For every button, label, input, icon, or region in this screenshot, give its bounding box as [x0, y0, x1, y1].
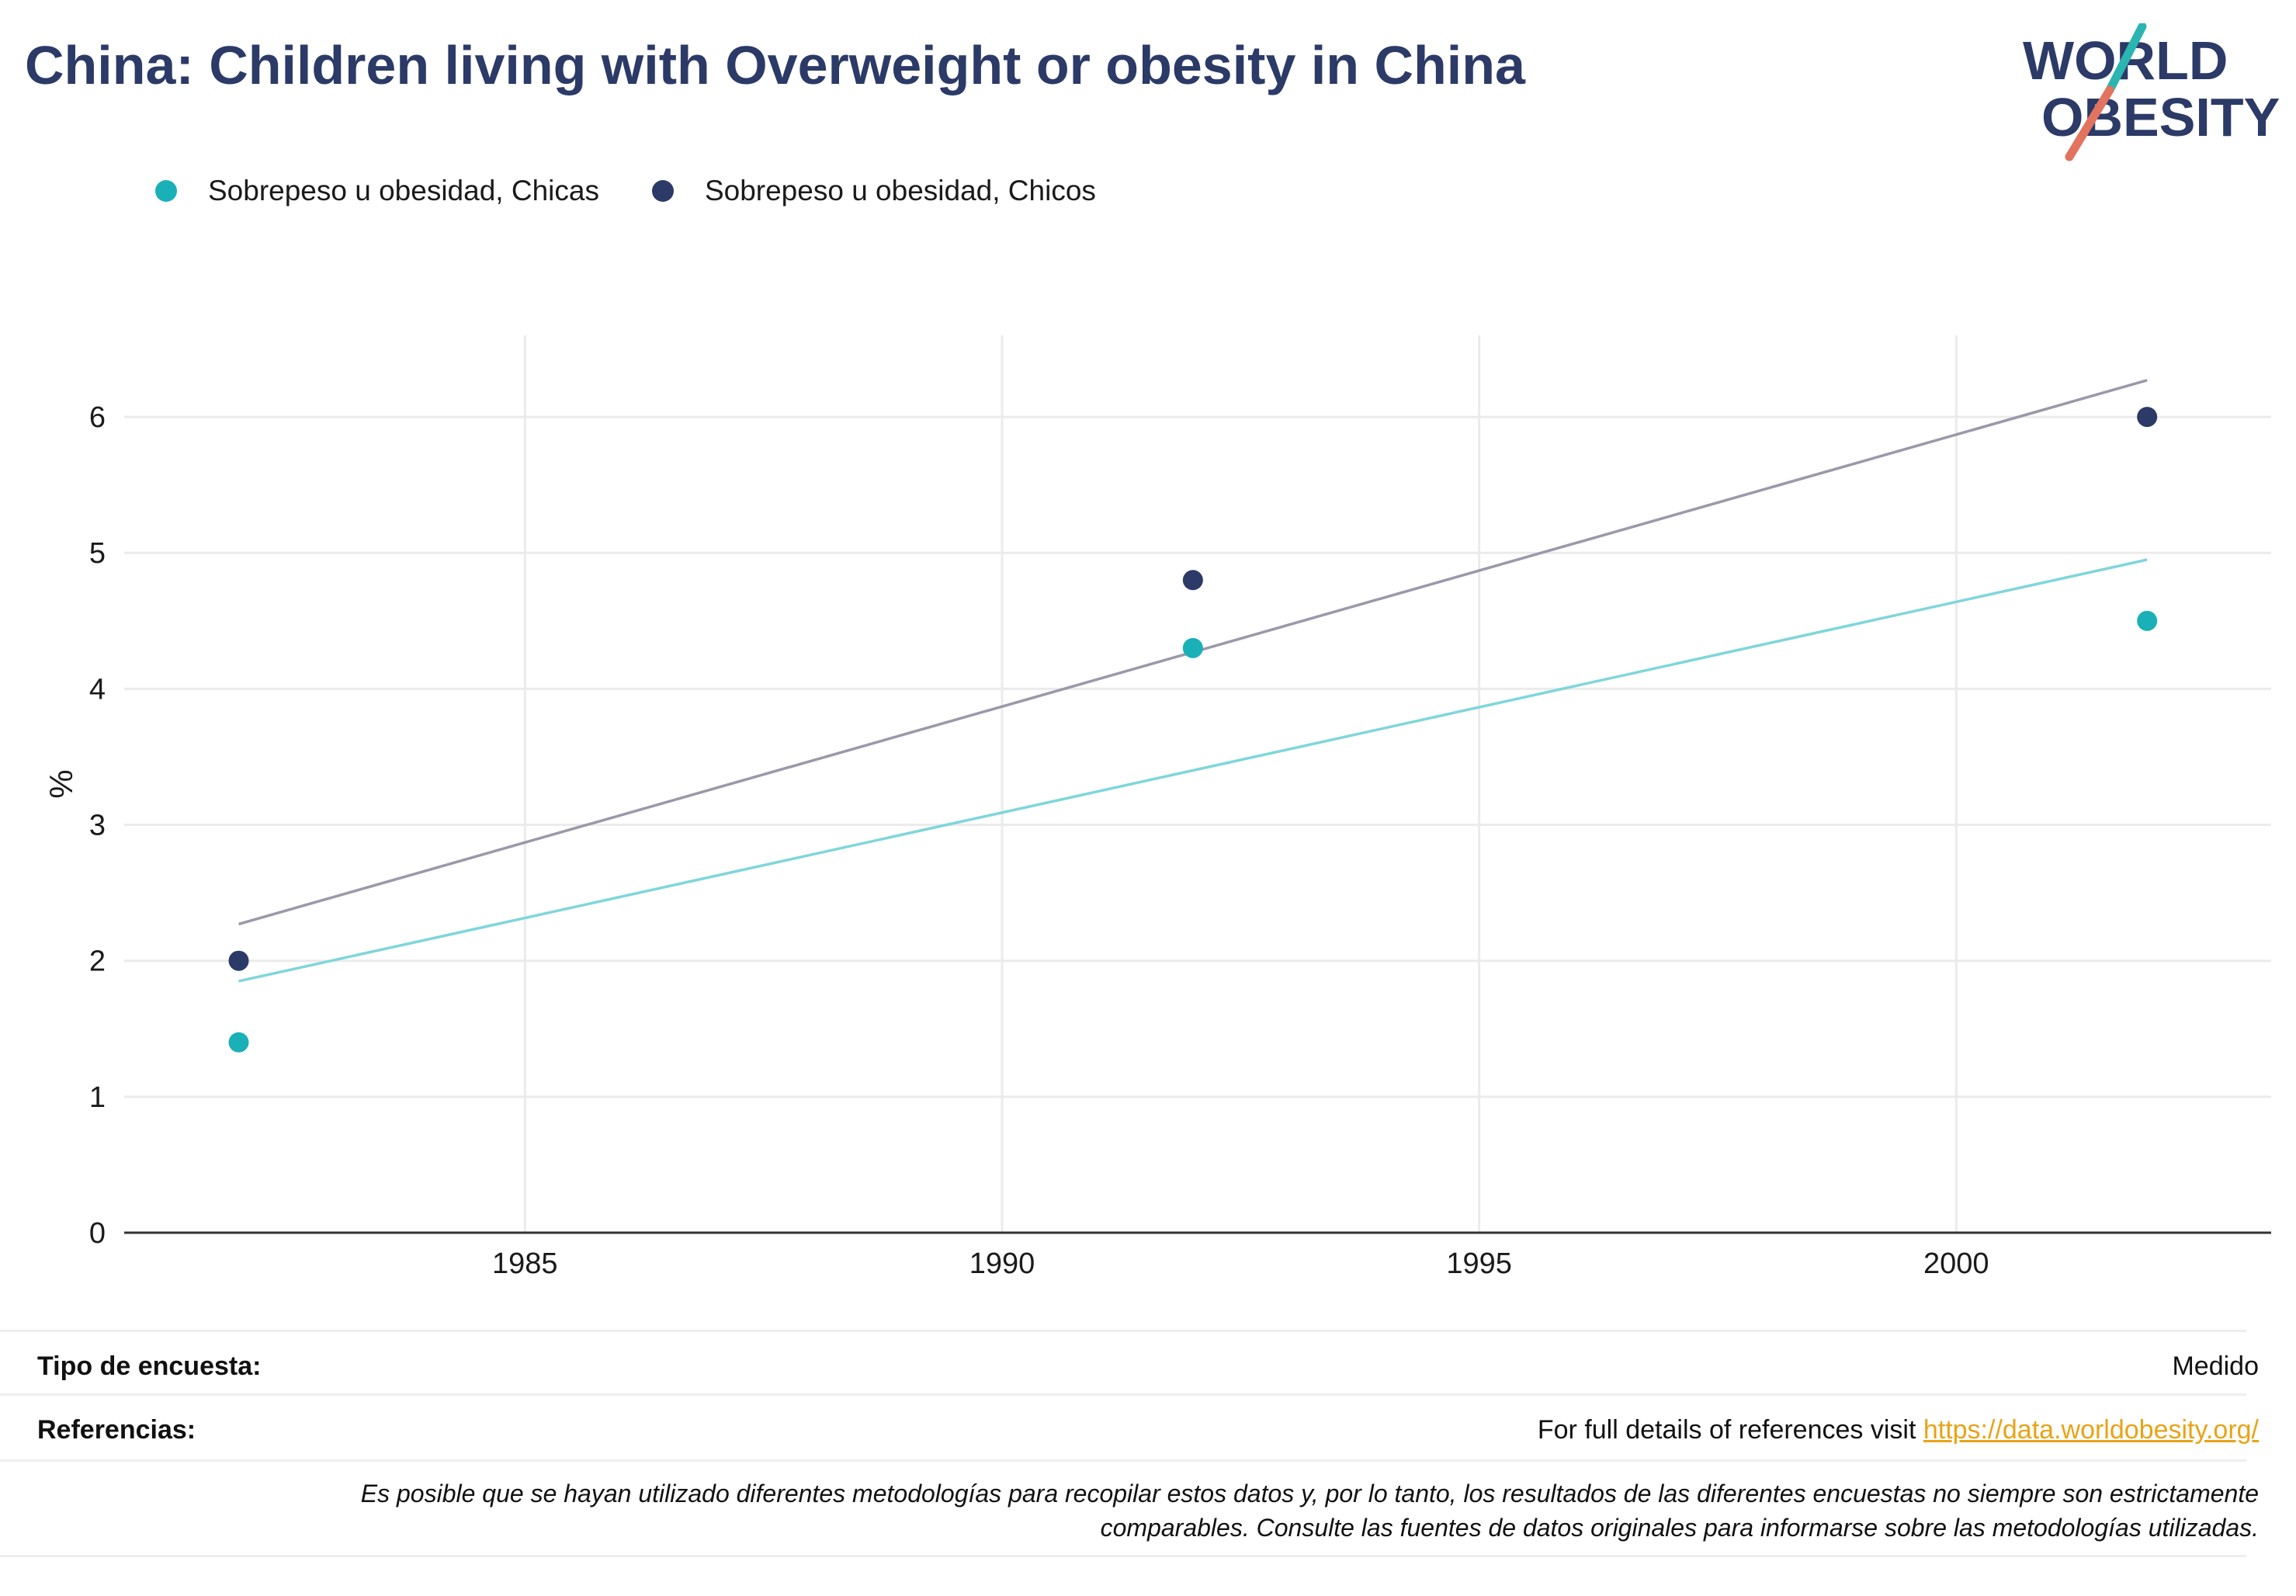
data-point-boys-1982 — [228, 950, 249, 971]
x-tick-label-1985: 1985 — [492, 1247, 558, 1280]
legend-item-boys[interactable]: Sobrepeso u obesidad, Chicos — [651, 175, 1096, 207]
legend-marker-boys — [651, 180, 674, 202]
methodology-note-line2: comparables. Consulte las fuentes de dat… — [1100, 1514, 2259, 1542]
data-point-girls-1992 — [1182, 637, 1203, 658]
y-tick-label-2: 2 — [89, 945, 106, 978]
legend-item-girls[interactable]: Sobrepeso u obesidad, Chicas — [155, 175, 599, 207]
references-value: For full details of references visit htt… — [1538, 1415, 2259, 1445]
footer-divider-top — [0, 1330, 2246, 1332]
x-tick-label-1995: 1995 — [1446, 1247, 1512, 1280]
references-row: Referencias: For full details of referen… — [25, 1393, 2271, 1445]
y-tick-label-5: 5 — [89, 537, 106, 570]
data-point-boys-1992 — [1182, 570, 1203, 591]
references-label: Referencias: — [37, 1415, 196, 1445]
trend-line-girls — [238, 558, 2148, 983]
y-tick-label-6: 6 — [89, 401, 106, 434]
data-point-boys-2002 — [2137, 407, 2158, 428]
footer: Tipo de encuesta: Medido — [25, 1330, 2271, 1381]
logo-slash-coral — [2065, 85, 2114, 161]
survey-type-label: Tipo de encuesta: — [37, 1351, 262, 1381]
footer-divider-2 — [0, 1393, 2246, 1396]
x-tick-label-2000: 2000 — [1923, 1247, 1989, 1280]
chart-legend: Sobrepeso u obesidad, Chicas Sobrepeso u… — [155, 175, 1149, 207]
y-axis-label: % — [43, 769, 79, 798]
legend-label-girls: Sobrepeso u obesidad, Chicas — [208, 175, 599, 206]
references-text: For full details of references visit — [1537, 1415, 1923, 1445]
footer-divider-3 — [0, 1459, 2246, 1462]
x-tick-label-1990: 1990 — [969, 1247, 1035, 1280]
survey-type-value: Medido — [2172, 1351, 2259, 1381]
world-obesity-logo: WORLD OBESITY — [2023, 23, 2280, 161]
legend-label-boys: Sobrepeso u obesidad, Chicos — [704, 175, 1096, 206]
legend-marker-girls — [155, 180, 177, 202]
footer-divider-bottom — [0, 1555, 2246, 1557]
scatter-chart: 1985 1990 1995 2000 0 1 2 3 4 5 6% — [43, 335, 2271, 1280]
data-point-girls-1982 — [228, 1032, 249, 1053]
references-link[interactable]: https://data.worldobesity.org/ — [1923, 1415, 2259, 1445]
y-tick-label-3: 3 — [89, 810, 106, 842]
y-tick-label-1: 1 — [89, 1081, 106, 1114]
logo-slash-teal — [2105, 23, 2147, 95]
methodology-note-line1: Es posible que se hayan utilizado difere… — [360, 1480, 2259, 1508]
page-title: China: Children living with Overweight o… — [25, 35, 1525, 95]
y-tick-label-4: 4 — [89, 673, 106, 706]
data-point-girls-2002 — [2137, 610, 2158, 631]
y-tick-label-0: 0 — [89, 1217, 106, 1250]
methodology-note: Es posible que se hayan utilizado difere… — [25, 1459, 2271, 1542]
